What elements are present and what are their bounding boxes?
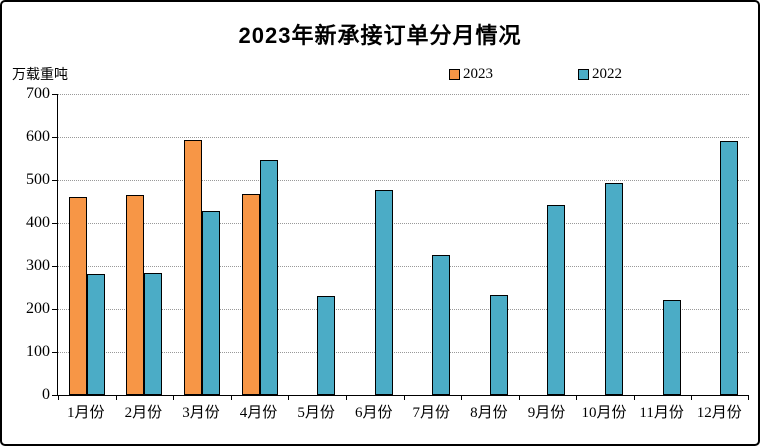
x-axis-tick-7 [461,395,463,400]
bar-2022-7月份 [432,255,451,395]
y-axis-tick-0 [52,395,58,396]
x-axis-tick-12 [748,395,749,400]
gridline-300 [58,266,749,267]
bar-group-7月份 [404,94,462,395]
bar-group-4月份 [231,94,289,395]
x-axis-tick-0 [58,395,59,400]
y-axis-label-300: 300 [26,257,50,274]
gridline-100 [58,352,749,353]
x-axis-tick-10 [633,395,635,400]
plot-area [52,94,749,400]
legend-item-2023: 2023 [449,66,493,83]
y-axis-tick-300 [52,266,58,267]
legend-label-2022: 2022 [592,66,622,82]
gridline-700 [58,94,749,95]
bar-group-12月份 [691,94,749,395]
bar-2022-5月份 [317,295,336,395]
x-axis-label-2月份: 2月份 [124,405,163,421]
x-axis-label-4月份: 4月份 [239,405,278,421]
x-axis-tick-4 [288,395,290,400]
bar-group-11月份 [634,94,692,395]
y-axis-tick-200 [52,309,58,310]
x-axis-label-10月份: 10月份 [581,405,627,421]
x-axis-label-12月份: 12月份 [696,405,742,421]
x-axis-tick-11 [691,395,693,400]
bar-2022-3月份 [201,210,220,395]
y-axis-label-400: 400 [26,214,50,231]
bar-group-5月份 [288,94,346,395]
y-axis-tick-500 [52,180,58,181]
y-axis-label-500: 500 [26,171,50,188]
x-axis-label-11月份: 11月份 [639,405,684,421]
gridline-200 [58,309,749,310]
bar-2022-1月份 [86,273,105,395]
bar-2023-2月份 [126,195,145,395]
bar-2022-2月份 [144,272,163,395]
bar-group-2月份 [116,94,174,395]
x-axis-label-5月份: 5月份 [297,405,335,421]
x-axis-label-6月份: 6月份 [354,405,393,421]
x-axis-tick-1 [115,395,117,400]
x-axis-label-1月份: 1月份 [67,405,105,421]
x-axis-label-7月份: 7月份 [412,405,451,421]
y-axis-label-0: 0 [42,386,50,403]
y-axis-tick-700 [52,94,58,95]
x-axis-tick-2 [173,395,175,400]
y-axis-unit-label: 万载重吨 [12,68,68,83]
bar-2022-9月份 [547,205,566,395]
x-axis-label-3月份: 3月份 [182,405,220,421]
bar-2022-10月份 [605,182,624,395]
legend-label-2023: 2023 [463,66,493,82]
bar-group-8月份 [461,94,519,395]
bar-2022-12月份 [720,140,739,395]
x-axis-tick-3 [230,395,232,400]
bar-2023-3月份 [183,140,202,395]
bar-group-9月份 [519,94,577,395]
y-axis-tick-100 [52,352,58,353]
gridline-400 [58,223,749,224]
gridline-500 [58,180,749,181]
y-axis-label-100: 100 [26,343,50,360]
x-axis-tick-6 [403,395,405,400]
y-axis-label-700: 700 [26,85,50,102]
y-axis-tick-400 [52,223,58,224]
bar-2022-11月份 [662,300,681,395]
bar-group-10月份 [576,94,634,395]
x-axis-tick-5 [345,395,347,400]
y-axis-label-200: 200 [26,300,50,317]
bar-group-1月份 [58,94,116,395]
x-axis-tick-9 [576,395,578,400]
bar-2023-4月份 [241,194,260,395]
y-axis-label-600: 600 [26,128,50,145]
bar-group-6月份 [346,94,404,395]
legend-item-2022: 2022 [578,66,622,83]
bar-2022-4月份 [259,160,278,395]
x-axis-label-9月份: 9月份 [527,405,566,421]
legend-marker-2022-icon [578,69,589,80]
bar-2022-6月份 [374,189,393,395]
x-axis-tick-8 [518,395,520,400]
bar-group-3月份 [173,94,231,395]
chart-title: 2023年新承接订单分月情况 [238,23,522,48]
x-axis-label-8月份: 8月份 [470,405,508,421]
gridline-600 [58,137,749,138]
legend-marker-2023-icon [449,69,460,80]
y-axis-tick-600 [52,137,58,138]
bar-2022-8月份 [489,294,508,395]
bar-2023-1月份 [68,197,87,395]
